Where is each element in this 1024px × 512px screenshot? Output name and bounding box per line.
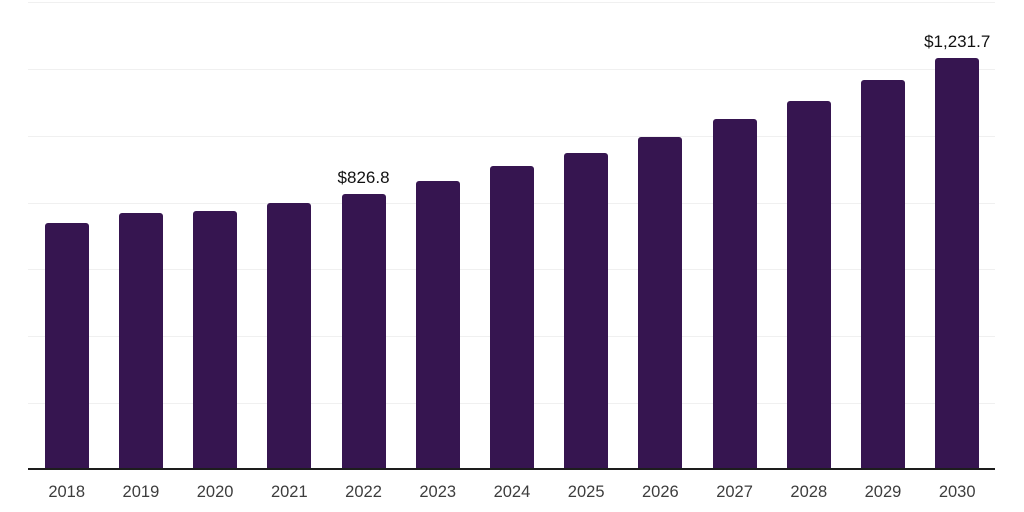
x-tick-2026: 2026 — [642, 483, 679, 501]
x-tick-2020: 2020 — [196, 483, 234, 501]
bar-2027 — [712, 119, 757, 470]
x-tick-2021: 2021 — [270, 483, 308, 501]
bar-2019 — [118, 212, 163, 470]
gridline-1200 — [28, 68, 995, 70]
x-axis-line — [28, 468, 995, 470]
bar-2022 — [341, 193, 386, 470]
x-tick-2029: 2029 — [864, 483, 902, 501]
bar-2026 — [638, 136, 683, 470]
bar-2028 — [786, 100, 831, 470]
bar-2030 — [935, 58, 980, 470]
gridline-1400 — [28, 2, 995, 3]
bar-2023 — [415, 180, 460, 470]
bar-2029 — [860, 79, 905, 470]
x-tick-2028: 2028 — [790, 483, 828, 501]
x-tick-2018: 2018 — [48, 483, 86, 501]
x-tick-2024: 2024 — [493, 483, 531, 501]
value-label-2030: $1,231.7 — [924, 32, 991, 52]
x-tick-2022: 2022 — [345, 483, 382, 501]
x-tick-2023: 2023 — [419, 483, 457, 501]
x-tick-2027: 2027 — [716, 483, 753, 501]
bar-2025 — [564, 153, 609, 470]
x-tick-2025: 2025 — [567, 483, 605, 501]
bar-2021 — [267, 202, 312, 470]
bar-2020 — [193, 210, 238, 470]
value-label-2022: $826.8 — [337, 167, 390, 187]
bar-2018 — [44, 222, 89, 470]
x-tick-2030: 2030 — [938, 483, 976, 501]
x-tick-2019: 2019 — [122, 483, 160, 501]
bar-2024 — [489, 165, 534, 470]
gridline-1000 — [28, 135, 995, 137]
